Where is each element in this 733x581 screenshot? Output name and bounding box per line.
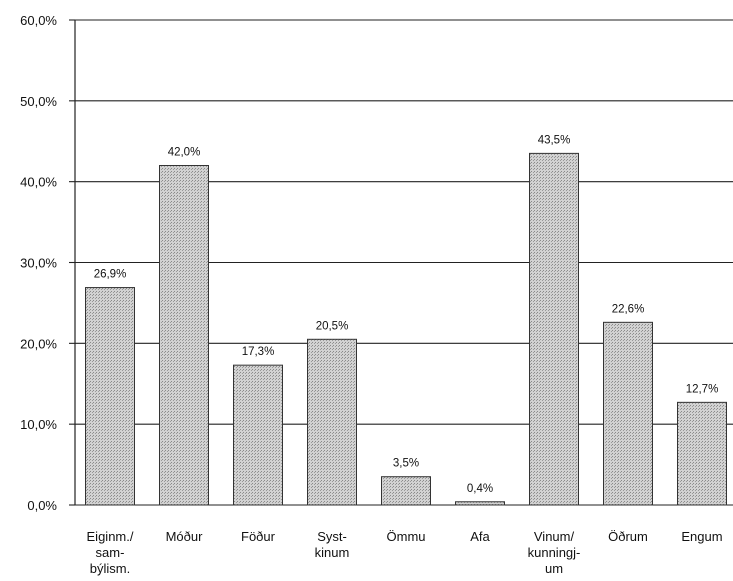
x-tick-label: Móður (166, 529, 204, 544)
axes (69, 19, 76, 506)
x-tick-label: um (545, 561, 563, 576)
x-tick-label: kunningj- (528, 545, 581, 560)
bar-value-label: 43,5% (538, 134, 571, 146)
value-labels: 26,9% 42,0% 17,3% 20,5% 3,5% 0,4% 43,5% 22,6% 12… (94, 134, 719, 494)
y-tick-label: 20,0% (20, 336, 57, 351)
y-tick-label: 60,0% (20, 13, 57, 28)
bar (677, 401, 727, 506)
bar-value-label: 0,4% (467, 483, 493, 495)
bar (529, 152, 579, 506)
x-tick-label: kinum (315, 545, 350, 560)
bar (85, 287, 135, 506)
x-tick-label: býlism. (90, 561, 130, 576)
bar (455, 501, 505, 506)
y-tick-label: 30,0% (20, 256, 57, 271)
y-tick-labels: 0,0% 10,0% 20,0% 30,0% 40,0% 50,0% 60,0% (20, 13, 57, 513)
x-tick-label: Vinum/ (534, 529, 575, 544)
bar-value-label: 12,7% (686, 383, 719, 395)
y-tick-label: 50,0% (20, 94, 57, 109)
bar (381, 476, 431, 506)
y-tick-label: 0,0% (27, 498, 57, 513)
bar-value-label: 42,0% (168, 147, 201, 159)
x-tick-label: Syst- (317, 529, 347, 544)
bar (307, 338, 357, 506)
bar-value-label: 22,6% (612, 303, 645, 315)
x-tick-label: Engum (681, 529, 722, 544)
y-tick-label: 10,0% (20, 417, 57, 432)
x-tick-label: Afa (470, 529, 490, 544)
x-tick-label: Föður (241, 529, 276, 544)
bar-value-label: 20,5% (316, 320, 349, 332)
y-tick-label: 40,0% (20, 175, 57, 190)
bar (603, 321, 653, 506)
bar-value-label: 3,5% (393, 458, 419, 470)
bar (233, 364, 283, 506)
x-tick-label: Ömmu (387, 529, 426, 544)
x-tick-label: Eiginm./ (87, 529, 134, 544)
x-tick-labels: Eiginm./sam-býlism. Móður Föður Syst-kinum Ö… (87, 529, 723, 576)
bar-value-label: 26,9% (94, 269, 127, 281)
x-tick-label: sam- (96, 545, 125, 560)
x-tick-label: Öðrum (608, 529, 648, 544)
bars (85, 152, 727, 506)
bar-value-label: 17,3% (242, 346, 275, 358)
bar (159, 165, 209, 506)
